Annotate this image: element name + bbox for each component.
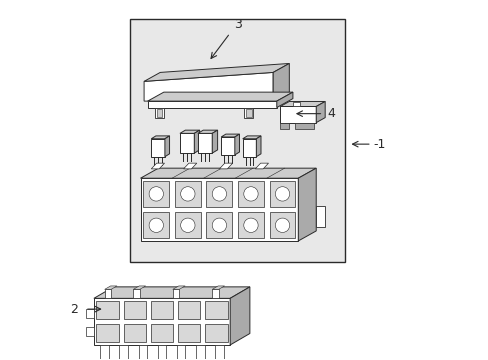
Polygon shape [194, 130, 199, 153]
Polygon shape [273, 63, 289, 101]
Polygon shape [164, 136, 169, 157]
Bar [143, 212, 169, 238]
Circle shape [244, 218, 258, 233]
Polygon shape [219, 163, 232, 169]
Polygon shape [298, 168, 316, 241]
Polygon shape [86, 327, 94, 336]
Polygon shape [133, 286, 145, 289]
Polygon shape [155, 108, 163, 118]
Polygon shape [256, 136, 261, 157]
Polygon shape [292, 102, 300, 107]
Circle shape [149, 187, 163, 201]
Polygon shape [280, 107, 316, 123]
Polygon shape [144, 63, 289, 81]
Circle shape [180, 187, 195, 201]
Circle shape [212, 187, 226, 201]
Polygon shape [151, 163, 164, 169]
Polygon shape [140, 168, 316, 178]
Polygon shape [230, 287, 249, 345]
Text: 4: 4 [326, 107, 334, 120]
Bar [123, 324, 145, 342]
Polygon shape [151, 139, 164, 157]
Polygon shape [140, 178, 298, 241]
Polygon shape [212, 130, 217, 153]
Polygon shape [316, 206, 325, 227]
Polygon shape [172, 289, 179, 298]
Polygon shape [172, 286, 185, 289]
Polygon shape [316, 102, 325, 123]
Bar [123, 301, 145, 319]
Bar [143, 181, 169, 207]
Polygon shape [221, 134, 239, 137]
Bar [269, 212, 295, 238]
Polygon shape [183, 163, 196, 169]
Polygon shape [147, 92, 292, 101]
Polygon shape [133, 289, 140, 298]
Text: -1: -1 [373, 138, 385, 150]
Polygon shape [255, 163, 268, 169]
Polygon shape [177, 345, 185, 359]
Bar [206, 212, 232, 238]
Polygon shape [276, 92, 292, 108]
Polygon shape [198, 130, 217, 134]
Polygon shape [138, 345, 147, 359]
Bar [129, 19, 344, 262]
Bar [175, 181, 201, 207]
Circle shape [180, 218, 195, 233]
Bar [205, 324, 227, 342]
Bar [175, 212, 201, 238]
Polygon shape [212, 289, 218, 298]
Bar [151, 301, 173, 319]
Bar [151, 324, 173, 342]
Polygon shape [147, 101, 276, 108]
Polygon shape [119, 345, 128, 359]
Circle shape [275, 187, 289, 201]
Text: 3: 3 [233, 18, 241, 31]
Polygon shape [104, 289, 111, 298]
Polygon shape [151, 136, 169, 139]
Polygon shape [280, 102, 325, 107]
Polygon shape [242, 139, 256, 157]
Bar [238, 181, 264, 207]
Polygon shape [144, 72, 273, 101]
Polygon shape [86, 309, 94, 318]
Polygon shape [215, 345, 223, 359]
Polygon shape [180, 134, 194, 153]
Bar [205, 301, 227, 319]
Polygon shape [104, 286, 117, 289]
Circle shape [275, 218, 289, 233]
Polygon shape [246, 109, 251, 117]
Polygon shape [294, 123, 314, 129]
Polygon shape [156, 109, 162, 117]
Polygon shape [280, 123, 289, 129]
Bar [96, 301, 119, 319]
Text: 2: 2 [70, 303, 78, 316]
Circle shape [244, 187, 258, 201]
Polygon shape [242, 136, 261, 139]
Bar [206, 181, 232, 207]
Polygon shape [196, 345, 204, 359]
Polygon shape [94, 287, 249, 298]
Polygon shape [212, 286, 224, 289]
Polygon shape [180, 130, 199, 134]
Circle shape [212, 218, 226, 233]
Polygon shape [198, 134, 212, 153]
Bar [238, 212, 264, 238]
Polygon shape [158, 345, 166, 359]
Circle shape [149, 218, 163, 233]
Polygon shape [234, 134, 239, 155]
Bar [96, 324, 119, 342]
Bar [178, 301, 200, 319]
Bar [269, 181, 295, 207]
Bar [178, 324, 200, 342]
Polygon shape [94, 298, 230, 345]
Polygon shape [221, 137, 234, 155]
Polygon shape [244, 108, 253, 118]
Polygon shape [100, 345, 109, 359]
